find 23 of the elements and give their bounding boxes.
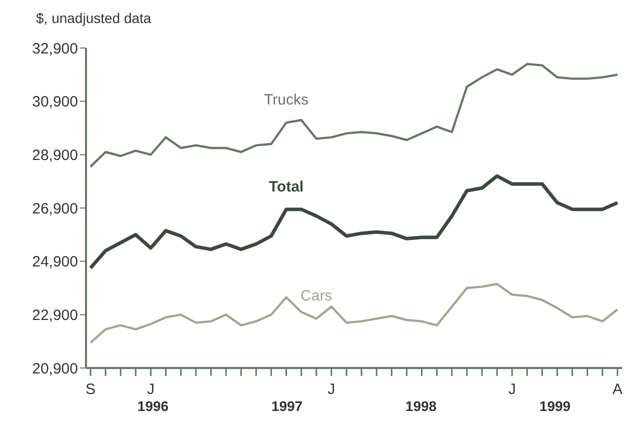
series-label: Trucks bbox=[264, 92, 308, 109]
y-tick-label: 20,900 bbox=[32, 360, 78, 378]
text: 1998 bbox=[404, 398, 438, 414]
series-label: Cars bbox=[300, 288, 332, 305]
x-tick-label: A bbox=[612, 381, 622, 398]
y-tick-label: 30,900 bbox=[32, 94, 78, 111]
x-tick-label: J bbox=[328, 381, 336, 398]
y-axis-title: $, unadjusted data bbox=[36, 10, 152, 26]
text: 1997 bbox=[270, 398, 304, 414]
x-tick-label: J bbox=[508, 381, 516, 398]
y-tick-label: 24,900 bbox=[32, 254, 78, 271]
line-series bbox=[88, 174, 620, 270]
y-tick-label: 28,900 bbox=[32, 146, 78, 164]
y-tick-label: 26,900 bbox=[32, 200, 78, 218]
text: 1999 bbox=[538, 398, 572, 414]
text: 1996 bbox=[136, 398, 170, 414]
y-tick-label: 32,900 bbox=[32, 40, 78, 58]
series-label: Total bbox=[268, 178, 304, 196]
x-tick-label: J bbox=[146, 381, 154, 398]
line-series bbox=[89, 62, 619, 168]
line-series bbox=[89, 282, 619, 344]
x-tick-label: S bbox=[86, 381, 96, 398]
y-tick-label: 22,900 bbox=[32, 306, 78, 324]
